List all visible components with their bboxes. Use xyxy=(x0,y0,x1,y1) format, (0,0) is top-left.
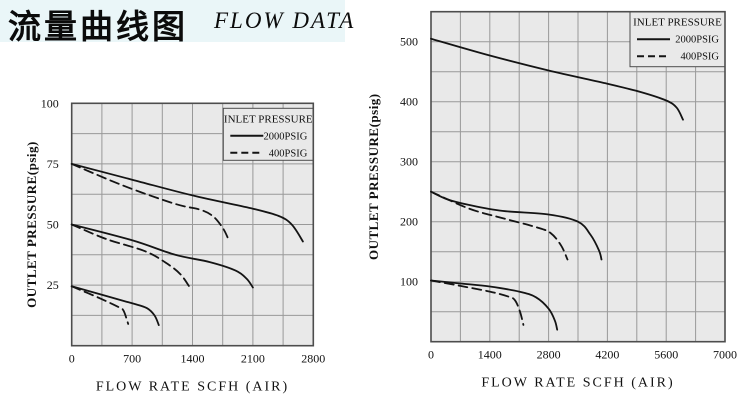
title-banner: 流量曲线图 FLOW DATA xyxy=(0,0,353,45)
y-tick-label: 200 xyxy=(400,215,418,229)
series-2000psig-inlet-25-set xyxy=(70,285,160,326)
series-400psig-inlet-250-set xyxy=(430,190,569,261)
x-tick-label: 0 xyxy=(428,348,434,362)
x-axis-title: FLOW RATE SCFH (AIR) xyxy=(481,376,674,391)
x-tick-label: 1400 xyxy=(181,352,205,366)
series-2000psig-inlet-100-set xyxy=(430,279,559,331)
y-tick-label: 500 xyxy=(400,35,418,49)
series-400psig-inlet-75-set xyxy=(70,163,230,240)
x-tick-label: 700 xyxy=(123,352,141,366)
y-tick-label: 25 xyxy=(47,278,59,292)
legend-title: INLET PRESSURE xyxy=(633,17,722,29)
y-axis-title: OUTLET PRESSURE(psig) xyxy=(366,93,381,260)
flow-chart-high-pressure: INLET PRESSURE 2000PSIG 400PSIG 0 1400 2800 42… xyxy=(366,10,737,391)
x-tick-label: 4200 xyxy=(595,348,619,362)
flow-chart-low-pressure: INLET PRESSURE 2000PSIG 400PSIG 0 700 1400 210… xyxy=(24,96,325,395)
series-2000psig-inlet-75-set xyxy=(70,163,304,243)
x-tick-label: 0 xyxy=(69,352,75,366)
page-title-chinese: 流量曲线图 xyxy=(8,8,188,45)
y-tick-label: 75 xyxy=(47,157,59,171)
x-tick-label: 2100 xyxy=(241,352,265,366)
page-title-english: FLOW DATA xyxy=(214,8,356,33)
series-2000psig-inlet-250-set xyxy=(430,190,603,261)
x-tick-label: 2800 xyxy=(537,348,561,362)
x-tick-label: 2800 xyxy=(301,352,325,366)
series-400psig-inlet-100-set xyxy=(430,279,525,326)
series-400psig-inlet-25-set xyxy=(70,285,130,325)
legend-label: 400PSIG xyxy=(269,148,308,159)
legend-box xyxy=(222,107,314,161)
y-tick-label: 100 xyxy=(400,275,418,289)
y-tick-label: 100 xyxy=(41,96,59,110)
legend-title: INLET PRESSURE xyxy=(224,113,313,125)
series-400psig-inlet-50-set xyxy=(70,223,191,289)
legend-label: 400PSIG xyxy=(680,52,719,63)
x-tick-label: 5600 xyxy=(654,348,678,362)
x-tick-label: 7000 xyxy=(713,348,737,362)
series-2000psig-inlet-50-set xyxy=(70,223,254,289)
legend-label: 2000PSIG xyxy=(675,35,719,46)
x-axis-title: FLOW RATE SCFH (AIR) xyxy=(96,380,289,395)
y-axis-title: OUTLET PRESSURE(psig) xyxy=(24,141,39,308)
y-tick-label: 50 xyxy=(47,218,59,232)
y-tick-label: 400 xyxy=(400,95,418,109)
series-2000psig-inlet-500-set xyxy=(430,37,684,121)
y-tick-label: 300 xyxy=(400,155,418,169)
legend-label: 2000PSIG xyxy=(264,131,308,142)
plot-border xyxy=(430,10,726,343)
x-tick-label: 1400 xyxy=(478,348,502,362)
